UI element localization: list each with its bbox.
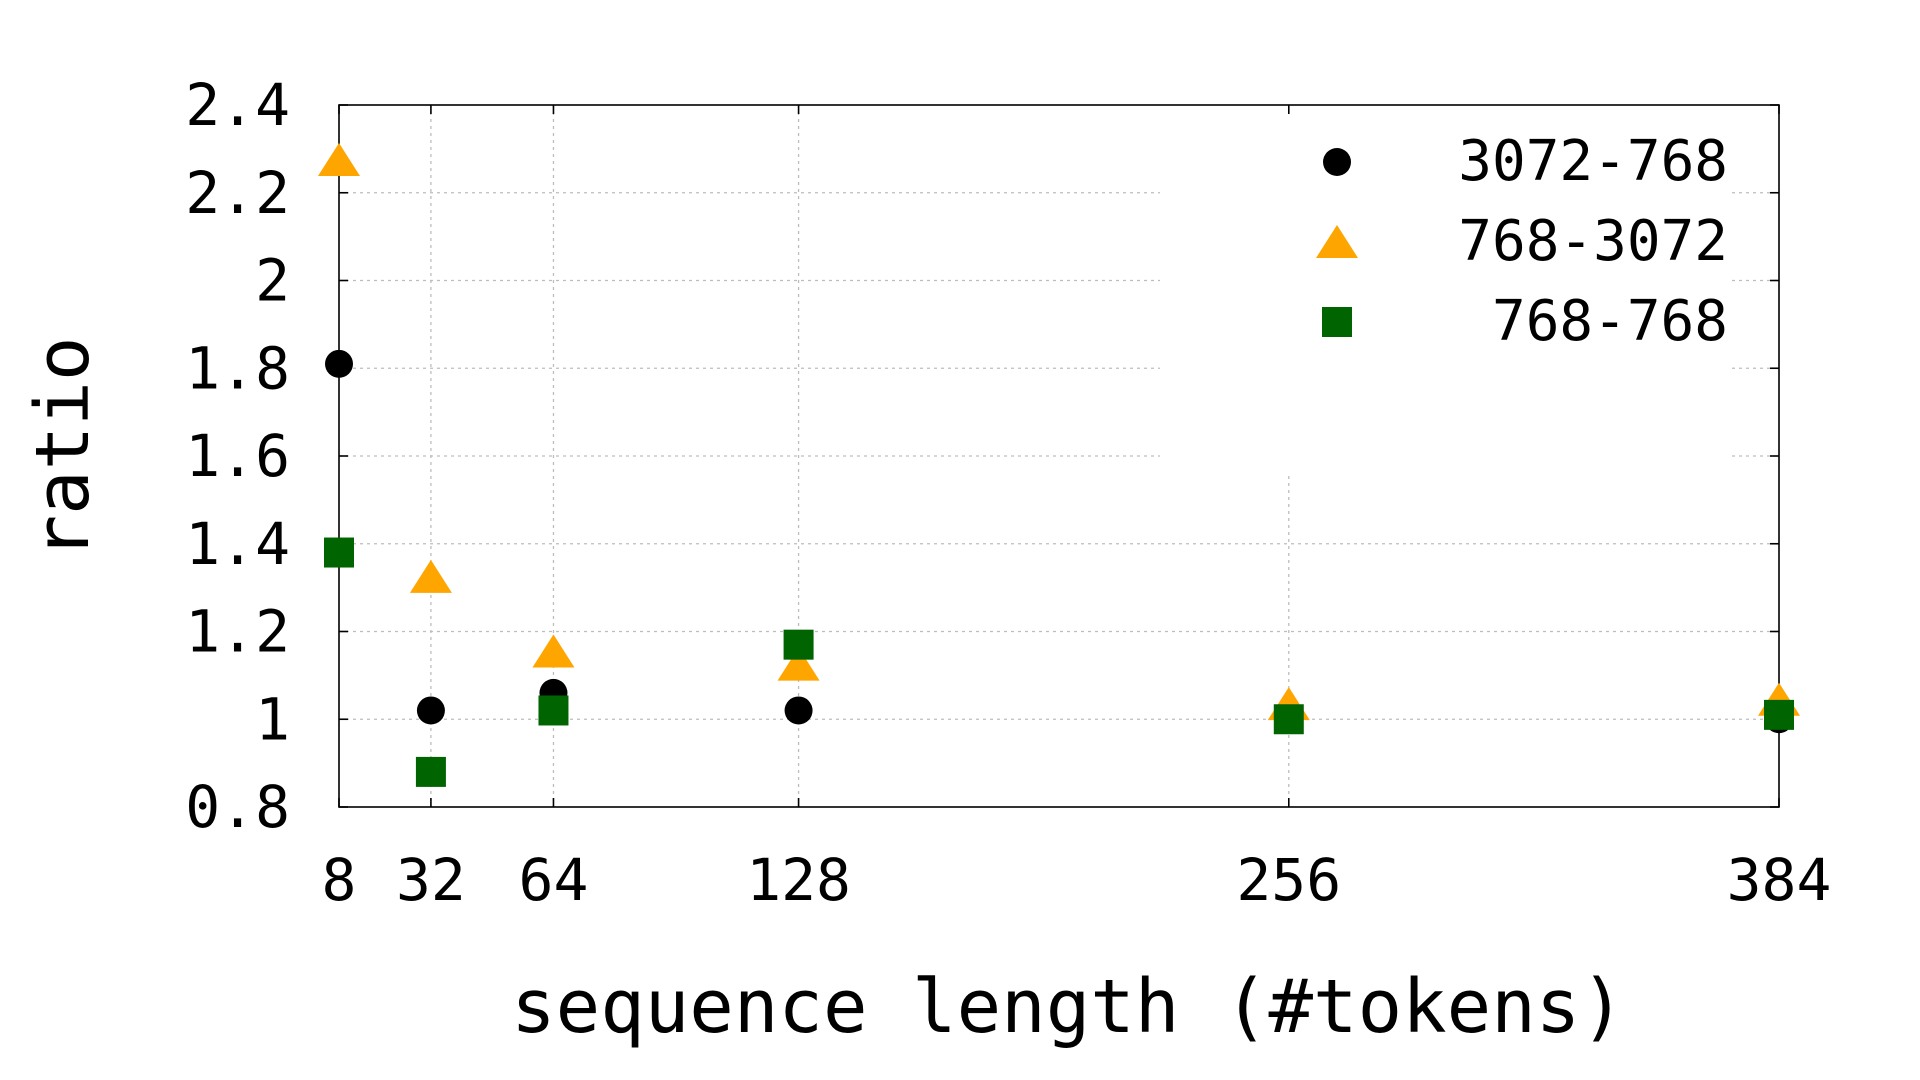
circle-point — [416, 696, 445, 725]
legend-marker — [1316, 225, 1358, 258]
y-axis-ticks: 0.8 1 1.2 1.4 1.6 1.8 2 2.2 2.4 — [185, 71, 1779, 841]
square-point — [783, 629, 814, 660]
x-axis-title: sequence length (#tokens) — [511, 964, 1625, 1050]
y-tick-label: 1.4 — [185, 510, 290, 578]
y-tick-label: 2.4 — [185, 71, 290, 139]
y-tick-label: 0.8 — [185, 773, 290, 841]
square-point — [538, 695, 569, 726]
data-points — [318, 143, 1800, 787]
triangle-point — [409, 559, 452, 593]
legend-item: 768-3072 — [1316, 209, 1728, 274]
legend-marker — [1323, 148, 1351, 176]
legend-marker — [1322, 307, 1352, 337]
legend-label: 768-3072 — [1458, 209, 1728, 274]
legend-label: 768-768 — [1492, 289, 1728, 354]
square-point — [1273, 704, 1304, 735]
legend-label: 3072-768 — [1458, 129, 1728, 194]
x-tick-label: 256 — [1236, 846, 1341, 914]
triangle-point — [318, 143, 360, 177]
x-tick-label: 384 — [1727, 846, 1832, 914]
square-point — [415, 756, 446, 787]
square-point — [1764, 699, 1794, 730]
y-tick-label: 1.6 — [185, 422, 290, 490]
square-point — [324, 537, 354, 568]
y-tick-label: 1.8 — [185, 334, 290, 402]
legend: 3072-768 768-3072 768-768 — [1316, 129, 1728, 354]
legend-item: 768-768 — [1322, 289, 1728, 354]
x-tick-label: 128 — [746, 846, 851, 914]
circle-point — [325, 349, 353, 378]
y-tick-label: 2 — [255, 247, 290, 315]
x-tick-label: 32 — [396, 846, 466, 914]
series-768-768 — [324, 537, 1794, 787]
legend-background — [1160, 112, 1732, 472]
y-tick-label: 1.2 — [185, 598, 290, 666]
triangle-point — [777, 647, 820, 681]
y-axis-title: ratio — [20, 337, 106, 560]
y-tick-label: 2.2 — [185, 159, 290, 227]
circle-point — [784, 696, 813, 725]
triangle-point — [532, 634, 575, 668]
x-tick-label: 64 — [519, 846, 589, 914]
legend-item: 3072-768 — [1323, 129, 1728, 194]
y-tick-label: 1 — [255, 685, 290, 753]
x-tick-label: 8 — [322, 846, 357, 914]
x-axis-ticks: 8 32 64 128 256 384 — [322, 105, 1832, 914]
